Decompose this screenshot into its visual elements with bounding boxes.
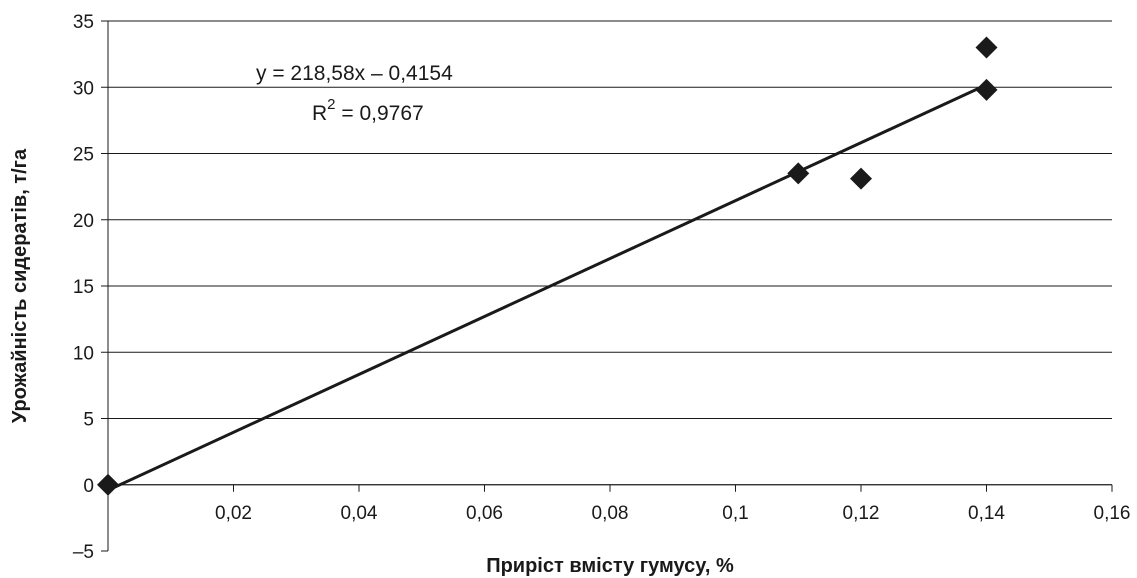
data-point-marker	[97, 473, 119, 496]
y-tick-label: 0	[83, 476, 94, 497]
x-tick-label: 0,06	[466, 503, 503, 524]
y-tick-label: 15	[73, 277, 94, 298]
trendline	[107, 83, 988, 492]
data-point-marker	[975, 78, 998, 101]
y-tick-label: –5	[73, 542, 94, 563]
data-points	[97, 36, 998, 496]
r-squared-value: = 0,9767	[336, 102, 424, 125]
x-tick-label: 0,14	[968, 503, 1005, 524]
x-tick-label: 0,12	[843, 503, 880, 524]
data-point-marker	[975, 36, 998, 59]
x-tick-label: 0,08	[592, 503, 629, 524]
y-tick-label: 5	[83, 410, 94, 431]
data-point-marker	[850, 167, 872, 190]
gridlines	[108, 20, 1112, 486]
trendline-group	[107, 83, 988, 492]
axes	[101, 20, 1113, 552]
x-tick-labels: 0,02 0,04 0,06 0,08 0,1 0,12 0,14 0,16	[215, 503, 1130, 524]
r-squared-superscript: 2	[327, 96, 335, 113]
y-tick-label: 25	[73, 145, 94, 166]
x-tick-label: 0,02	[215, 503, 252, 524]
x-tick-label: 0,16	[1094, 503, 1131, 524]
data-point-marker	[787, 162, 810, 185]
trendline-equation: y = 218,58x – 0,4154	[256, 62, 453, 85]
y-tick-label: 10	[73, 343, 94, 364]
y-tick-label: 35	[73, 12, 94, 33]
y-tick-labels: 35 30 25 20 15 10 5 0 –5	[73, 12, 94, 563]
x-axis-title: Приріст вмісту гумусу, %	[486, 555, 734, 577]
r-squared-label: R2 = 0,9767	[312, 96, 424, 125]
y-axis-title: Урожайність сидератів, т/га	[9, 148, 31, 423]
r-squared-prefix: R	[312, 102, 327, 125]
y-tick-label: 20	[73, 211, 94, 232]
x-tick-label: 0,04	[341, 503, 378, 524]
y-tick-label: 30	[73, 78, 94, 99]
x-tick-label: 0,1	[722, 503, 748, 524]
